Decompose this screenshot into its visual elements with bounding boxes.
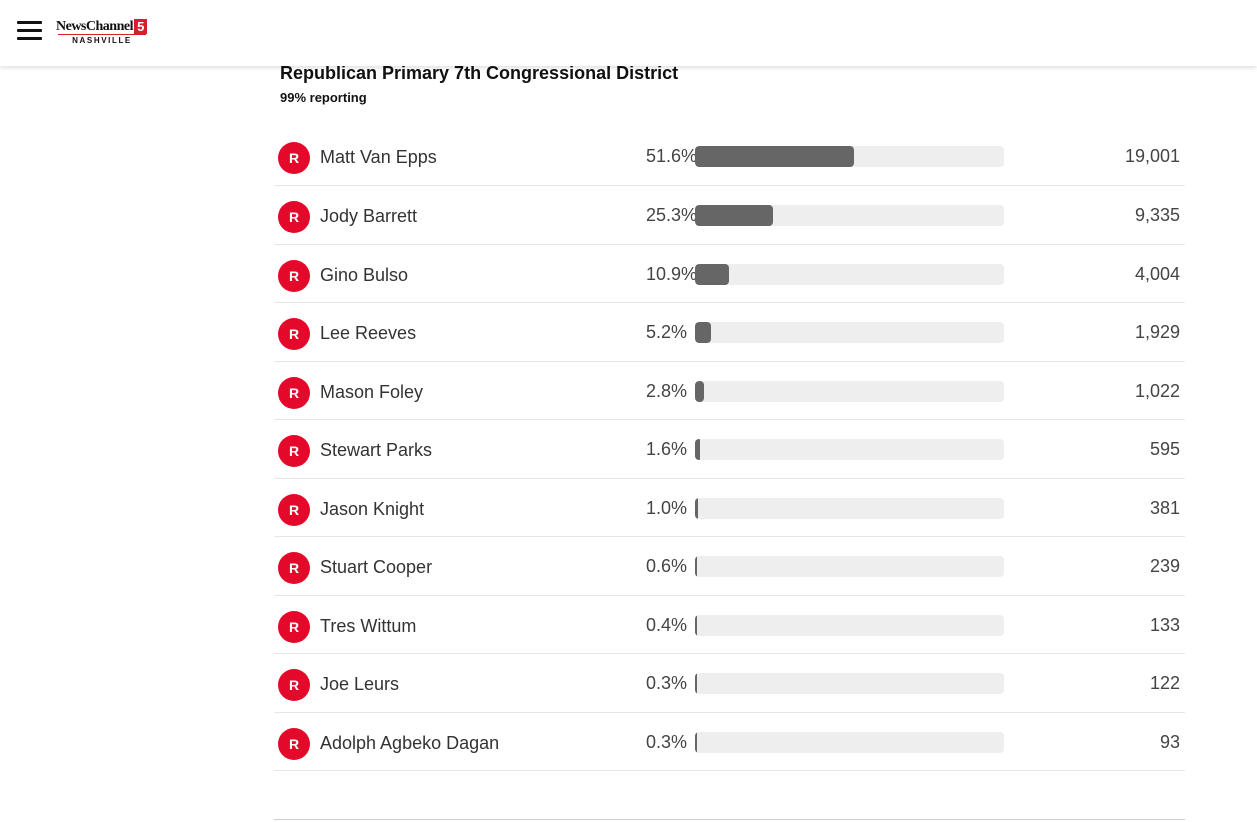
vote-count: 19,001 (1124, 146, 1180, 166)
logo-city: NASHVILLE (58, 34, 146, 45)
vote-share-fill (695, 205, 774, 226)
vote-count: 595 (1149, 439, 1180, 459)
vote-share-bar (695, 556, 1004, 577)
vote-share-bar (695, 322, 1004, 343)
candidate-row: R Lee Reeves 5.2% 1,929 (274, 303, 1185, 362)
candidate-name: Adolph Agbeko Dagan (320, 732, 500, 753)
party-badge: R (278, 610, 310, 643)
candidate-name: Joe Leurs (320, 674, 400, 694)
site-logo[interactable]: NewsChannel 5 NASHVILLE (56, 19, 152, 47)
hamburger-menu-icon[interactable] (17, 21, 42, 41)
vote-percent: 0.4% (646, 614, 688, 635)
vote-percent: 10.9% (646, 263, 698, 284)
vote-count: 381 (1149, 497, 1180, 518)
vote-percent: 25.3% (646, 205, 698, 225)
party-badge: R (278, 552, 310, 584)
vote-percent: 0.6% (646, 556, 688, 576)
vote-count: 239 (1149, 556, 1180, 576)
logo-number-badge: 5 (133, 19, 147, 34)
candidate-name: Lee Reeves (320, 323, 417, 343)
vote-share-fill (695, 146, 855, 167)
vote-percent: 51.6% (646, 146, 698, 166)
vote-share-bar (695, 497, 1004, 519)
candidate-row: R Jason Knight 1.0% 381 (274, 479, 1185, 537)
vote-count: 1,929 (1134, 322, 1180, 342)
party-badge: R (278, 669, 310, 701)
candidate-name: Matt Van Epps (320, 147, 437, 167)
logo-wordmark: NewsChannel 5 (56, 19, 147, 35)
candidate-row: R Tres Wittum 0.4% 133 (274, 596, 1185, 654)
candidate-row: R Mason Foley 2.8% 1,022 (274, 362, 1185, 420)
candidate-row: R Stewart Parks 1.6% 595 (274, 420, 1185, 479)
vote-percent: 5.2% (646, 322, 688, 342)
vote-count: 133 (1149, 614, 1180, 635)
candidate-row: R Jody Barrett 25.3% 9,335 (274, 186, 1185, 245)
vote-count: 1,022 (1134, 380, 1180, 401)
vote-share-bar (695, 146, 1004, 167)
vote-percent: 1.0% (646, 497, 688, 518)
vote-count: 93 (1159, 731, 1180, 752)
party-badge: R (278, 435, 310, 467)
candidate-row: R Matt Van Epps 51.6% 19,001 (274, 127, 1185, 186)
candidate-name: Gino Bulso (320, 264, 409, 285)
vote-share-bar (695, 263, 1004, 285)
vote-share-fill (695, 673, 697, 694)
vote-share-bar (695, 673, 1004, 694)
vote-share-fill (695, 731, 697, 753)
party-badge: R (278, 376, 310, 409)
vote-percent: 2.8% (646, 380, 688, 401)
candidate-row: R Joe Leurs 0.3% 122 (274, 654, 1185, 713)
party-badge: R (278, 318, 310, 350)
vote-share-fill (695, 497, 699, 519)
vote-count: 122 (1149, 673, 1180, 693)
candidate-row: R Stuart Cooper 0.6% 239 (274, 537, 1185, 596)
party-badge: R (278, 493, 310, 526)
vote-share-bar (695, 380, 1004, 402)
candidate-row: R Gino Bulso 10.9% 4,004 (274, 245, 1185, 303)
candidate-list: R Matt Van Epps 51.6% 19,001 R Jody Barrett 25… (274, 127, 1185, 771)
race-title: Republican Primary 7th Congressional Dis… (280, 63, 679, 83)
candidate-name: Tres Wittum (320, 615, 417, 636)
party-badge: R (278, 259, 310, 292)
candidate-row: R Adolph Agbeko Dagan 0.3% 93 (274, 713, 1185, 771)
candidate-name: Mason Foley (320, 381, 424, 402)
candidate-name: Jody Barrett (320, 206, 418, 226)
party-badge: R (278, 727, 310, 760)
vote-count: 9,335 (1134, 205, 1180, 225)
section-divider (274, 819, 1185, 820)
vote-share-fill (695, 322, 712, 343)
party-badge: R (278, 201, 310, 233)
vote-share-fill (695, 380, 704, 402)
candidate-name: Jason Knight (320, 498, 425, 519)
vote-share-fill (695, 556, 697, 577)
vote-count: 4,004 (1134, 263, 1180, 284)
vote-share-fill (695, 263, 729, 285)
vote-share-fill (695, 614, 697, 636)
party-badge: R (278, 142, 310, 174)
vote-share-bar (695, 205, 1004, 226)
vote-percent: 0.3% (646, 731, 688, 752)
candidate-name: Stuart Cooper (320, 557, 433, 577)
vote-percent: 0.3% (646, 673, 688, 693)
vote-share-bar (695, 614, 1004, 636)
candidate-name: Stewart Parks (320, 440, 433, 460)
reporting-status: 99% reporting (280, 90, 367, 105)
vote-share-bar (695, 731, 1004, 753)
vote-percent: 1.6% (646, 439, 688, 459)
vote-share-bar (695, 439, 1004, 460)
vote-share-fill (695, 439, 700, 460)
site-header: NewsChannel 5 NASHVILLE (0, 0, 1257, 66)
